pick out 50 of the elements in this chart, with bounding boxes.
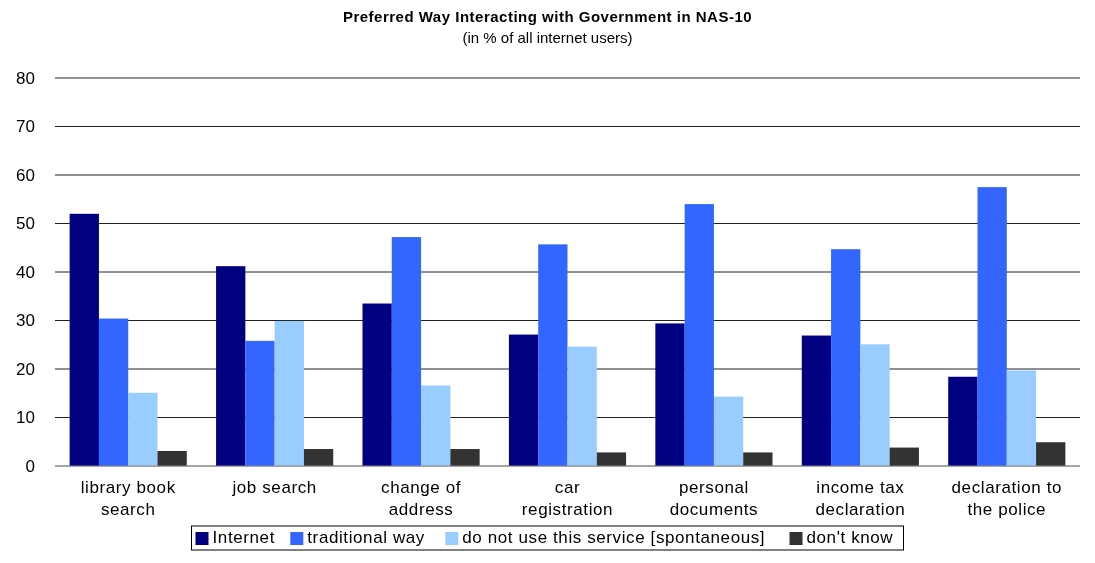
chart-subtitle: (in % of all internet users) (462, 29, 633, 46)
bar (596, 452, 627, 466)
x-tick-label: declaration to the police (951, 478, 1063, 519)
bar (421, 385, 451, 466)
bar (684, 204, 714, 466)
y-tick-label: 40 (16, 262, 35, 282)
x-tick-label: personal documents (669, 478, 759, 519)
bar (831, 249, 861, 466)
legend-label: don't know (806, 528, 894, 547)
bar (128, 392, 158, 466)
bar (98, 318, 129, 466)
y-tick-label: 30 (16, 311, 35, 331)
bar (1036, 442, 1066, 466)
bar (508, 334, 539, 466)
bar (274, 320, 304, 466)
bar (948, 376, 978, 466)
bar (655, 323, 685, 466)
bar (977, 187, 1007, 466)
x-tick-label: library book search (80, 478, 176, 519)
y-tick-label: 20 (16, 359, 35, 379)
legend-label: Internet (212, 528, 275, 547)
y-tick-label: 0 (25, 456, 35, 476)
chart-title: Preferred Way Interacting with Government in NAS-10 (342, 8, 753, 25)
bar (567, 346, 597, 466)
legend-label: traditional way (307, 528, 425, 547)
y-tick-label: 50 (16, 214, 35, 234)
bar (743, 452, 773, 466)
y-tick-label: 70 (16, 117, 35, 137)
bar (362, 303, 392, 466)
bar (245, 340, 275, 466)
y-tick-label: 80 (16, 68, 35, 88)
bar (303, 449, 334, 466)
y-tick-label: 60 (16, 165, 35, 185)
bar (713, 396, 744, 466)
bar (450, 449, 480, 466)
bar (889, 447, 919, 466)
x-tick-label: income tax declaration (815, 478, 906, 519)
bar (538, 244, 568, 466)
x-tick-label: change of address (381, 478, 462, 519)
x-tick-label: car registration (521, 478, 614, 519)
bar (391, 237, 422, 466)
bar (216, 266, 246, 466)
bar (860, 344, 890, 466)
bar (1006, 370, 1037, 466)
x-tick-label: job search (231, 478, 317, 497)
bar (801, 335, 832, 466)
legend-label: do not use this service [spontaneous] (462, 528, 766, 547)
y-tick-label: 10 (16, 408, 35, 428)
bar (69, 213, 99, 466)
bar (157, 450, 187, 466)
